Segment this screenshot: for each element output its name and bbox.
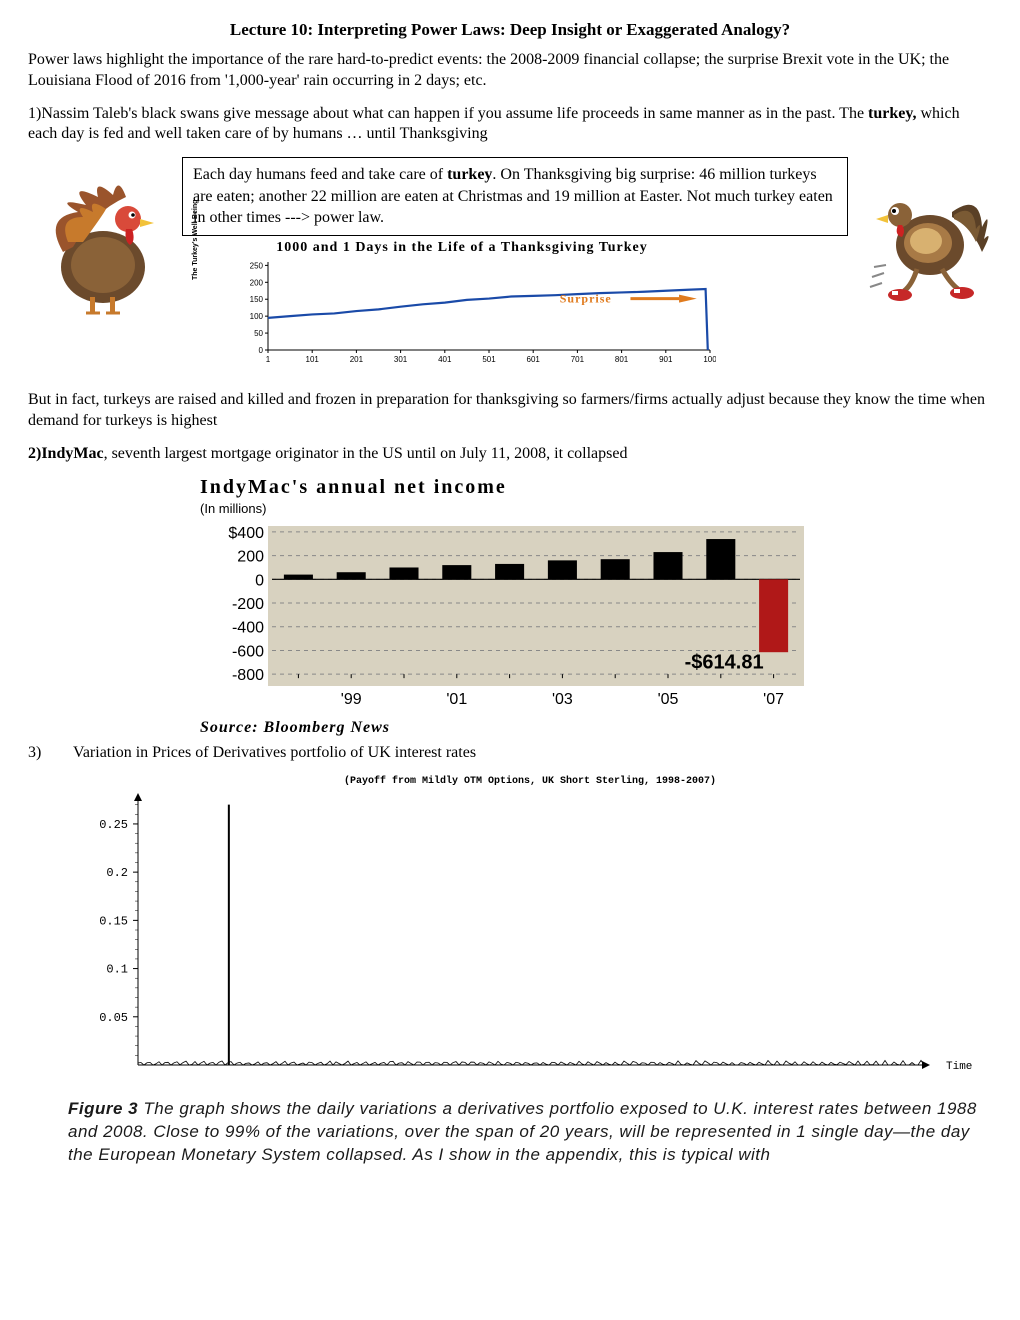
point-2-bold: 2)IndyMac [28, 445, 104, 462]
callout-pre: Each day humans feed and take care of [193, 166, 447, 183]
callout-bold: turkey [447, 166, 492, 183]
figure-3-svg: 0.05 0.1 0.15 0.2 0.25 Time [68, 787, 988, 1087]
svg-text:0: 0 [255, 573, 264, 590]
svg-text:100: 100 [703, 355, 716, 364]
svg-text:-200: -200 [232, 596, 264, 613]
svg-text:501: 501 [482, 355, 496, 364]
intro-paragraph: Power laws highlight the importance of t… [28, 50, 992, 92]
point-2: 2)IndyMac, seventh largest mortgage orig… [28, 444, 992, 465]
svg-text:0: 0 [259, 346, 264, 355]
turkey-middle-column: Each day humans feed and take care of tu… [182, 157, 848, 380]
turkey-chart-ylabel: The Turkey's Well-Being [192, 200, 199, 280]
svg-text:0.1: 0.1 [106, 963, 128, 977]
figure-3-subtitle: (Payoff from Mildly OTM Options, UK Shor… [68, 776, 992, 787]
turkey-right-image [862, 157, 992, 317]
point-1: 1)Nassim Taleb's black swans give messag… [28, 104, 992, 146]
figure-3-caption: Figure 3 The graph shows the daily varia… [68, 1098, 992, 1167]
indymac-chart: IndyMac's annual net income (In millions… [200, 476, 820, 737]
turkey-chart: 1000 and 1 Days in the Life of a Thanksg… [202, 240, 722, 380]
point-2-post: , seventh largest mortgage originator in… [104, 445, 628, 462]
turkey-after-paragraph: But in fact, turkeys are raised and kill… [28, 390, 992, 432]
svg-text:601: 601 [527, 355, 541, 364]
point-1-pre: 1)Nassim Taleb's black swans give messag… [28, 105, 868, 122]
svg-text:701: 701 [571, 355, 585, 364]
figure-3: (Payoff from Mildly OTM Options, UK Shor… [68, 776, 992, 1167]
svg-text:801: 801 [615, 355, 629, 364]
svg-text:-400: -400 [232, 620, 264, 637]
svg-text:'99: '99 [341, 691, 362, 708]
svg-text:-$614.81: -$614.81 [685, 652, 764, 674]
svg-text:200: 200 [250, 278, 264, 287]
turkey-left-image [28, 157, 168, 317]
figure-3-label: Figure 3 [68, 1099, 138, 1118]
indymac-source: Source: Bloomberg News [200, 719, 820, 737]
svg-text:$400: $400 [228, 525, 264, 542]
svg-text:101: 101 [306, 355, 320, 364]
turkey-callout: Each day humans feed and take care of tu… [182, 157, 848, 236]
indymac-svg: $400 200 0 -200 -400 -600 -800 '99 '01 '03 '05 '07 -… [200, 520, 810, 710]
svg-text:'03: '03 [552, 691, 573, 708]
svg-text:'01: '01 [446, 691, 467, 708]
point-3: 3) Variation in Prices of Derivatives po… [28, 743, 992, 764]
svg-text:0.15: 0.15 [99, 915, 128, 929]
svg-text:Surprise: Surprise [560, 292, 612, 306]
svg-text:0.2: 0.2 [106, 866, 128, 880]
svg-text:901: 901 [659, 355, 673, 364]
svg-text:'07: '07 [763, 691, 784, 708]
svg-text:-800: -800 [232, 668, 264, 685]
svg-text:Time: Time [946, 1061, 972, 1073]
turkey-row: Each day humans feed and take care of tu… [28, 157, 992, 380]
page-title: Lecture 10: Interpreting Power Laws: Dee… [28, 20, 992, 40]
svg-text:'05: '05 [658, 691, 679, 708]
point-1-bold: turkey, [868, 105, 916, 122]
svg-text:0.05: 0.05 [99, 1011, 128, 1025]
svg-text:150: 150 [250, 295, 264, 304]
indymac-subtitle: (In millions) [200, 501, 820, 516]
svg-text:200: 200 [237, 549, 264, 566]
svg-text:301: 301 [394, 355, 408, 364]
svg-text:1: 1 [266, 355, 271, 364]
svg-text:100: 100 [250, 312, 264, 321]
svg-text:-600: -600 [232, 644, 264, 661]
svg-text:250: 250 [250, 261, 264, 270]
svg-text:0.25: 0.25 [99, 818, 128, 832]
figure-3-caption-text: The graph shows the daily variations a d… [68, 1099, 977, 1164]
svg-text:50: 50 [254, 329, 263, 338]
turkey-chart-title: 1000 and 1 Days in the Life of a Thanksg… [202, 240, 722, 256]
svg-text:401: 401 [438, 355, 452, 364]
indymac-title: IndyMac's annual net income [200, 476, 820, 499]
svg-text:201: 201 [350, 355, 364, 364]
turkey-chart-svg: 0 50 100 150 200 250 1 101 201 301 401 501 601 701 801… [236, 258, 716, 368]
